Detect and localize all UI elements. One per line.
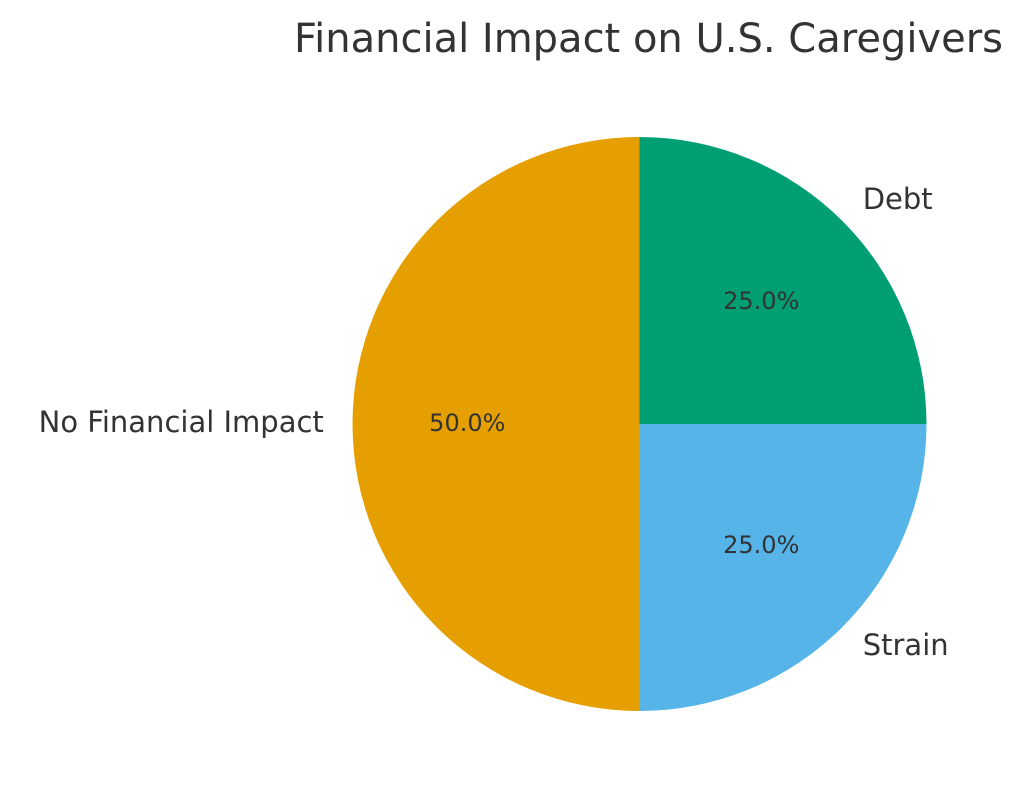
slice-label-debt: Debt <box>863 182 933 216</box>
percent-label-strain: 25.0% <box>723 531 799 559</box>
percent-label-debt: 25.0% <box>723 287 799 315</box>
pie-labels: Debt 25.0% Strain 25.0% No Financial Impact 5… <box>39 182 949 662</box>
pie-slice-debt <box>639 137 927 424</box>
pie-slices <box>352 137 927 711</box>
pie-slice-no-financial-impact <box>352 137 640 711</box>
pie-slice-strain <box>639 424 927 711</box>
percent-label-no-financial-impact: 50.0% <box>429 409 505 437</box>
slice-label-strain: Strain <box>863 628 949 662</box>
chart-title: Financial Impact on U.S. Caregivers <box>294 16 1003 62</box>
slice-label-no-financial-impact: No Financial Impact <box>39 405 324 439</box>
